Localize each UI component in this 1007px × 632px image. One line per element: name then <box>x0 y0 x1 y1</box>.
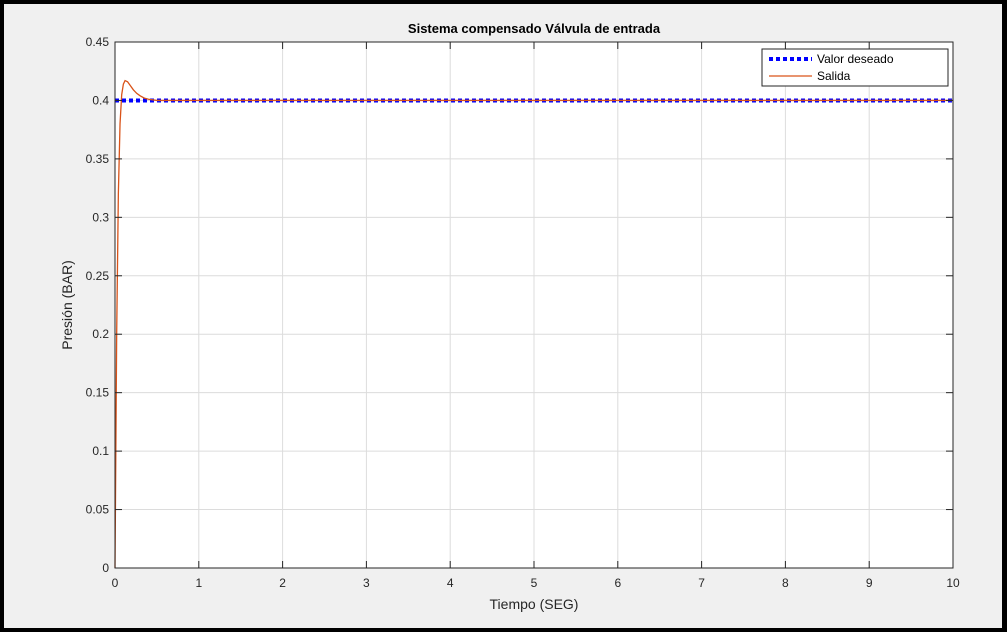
y-tick-label: 0 <box>102 561 109 575</box>
x-axis-label: Tiempo (SEG) <box>490 596 579 612</box>
y-tick-label: 0.3 <box>92 210 109 224</box>
x-tick-label: 9 <box>866 576 873 590</box>
x-tick-label: 10 <box>946 576 960 590</box>
y-tick-label: 0.2 <box>92 327 109 341</box>
x-tick-label: 1 <box>195 576 202 590</box>
y-axis-label: Presión (BAR) <box>59 260 75 349</box>
legend-label-valor-deseado: Valor deseado <box>817 52 894 66</box>
chart-title: Sistema compensado Válvula de entrada <box>408 21 661 36</box>
x-tick-label: 3 <box>363 576 370 590</box>
x-tick-label: 7 <box>698 576 705 590</box>
x-tick-label: 6 <box>614 576 621 590</box>
legend: Valor deseado Salida <box>761 48 949 87</box>
series-line-salida <box>114 79 953 569</box>
x-tick-label: 0 <box>112 576 119 590</box>
x-tick-label: 8 <box>782 576 789 590</box>
y-tick-label: 0.05 <box>86 503 110 517</box>
y-tick-label: 0.35 <box>86 152 110 166</box>
y-tick-label: 0.4 <box>92 93 109 107</box>
grid <box>115 42 953 568</box>
series-group <box>114 79 953 569</box>
chart-svg: 0 1 2 3 4 5 6 7 8 9 10 0 0.05 0.1 0.15 0.2 0.25 0.3 0.35 0.… <box>59 21 960 612</box>
figure-window: 0 1 2 3 4 5 6 7 8 9 10 0 0.05 0.1 0.15 0.2 0.25 0.3 0.35 0.… <box>4 4 1002 628</box>
legend-box <box>761 48 949 87</box>
y-tick-label: 0.15 <box>86 386 110 400</box>
y-tick-label: 0.25 <box>86 269 110 283</box>
ticks: 0 1 2 3 4 5 6 7 8 9 10 0 0.05 0.1 0.15 0.2 0.25 0.3 0.35 0.… <box>86 35 960 590</box>
x-tick-label: 2 <box>279 576 286 590</box>
legend-label-salida: Salida <box>817 69 851 83</box>
y-tick-label: 0.45 <box>86 35 110 49</box>
y-tick-label: 0.1 <box>92 444 109 458</box>
x-tick-label: 4 <box>447 576 454 590</box>
x-tick-label: 5 <box>531 576 538 590</box>
